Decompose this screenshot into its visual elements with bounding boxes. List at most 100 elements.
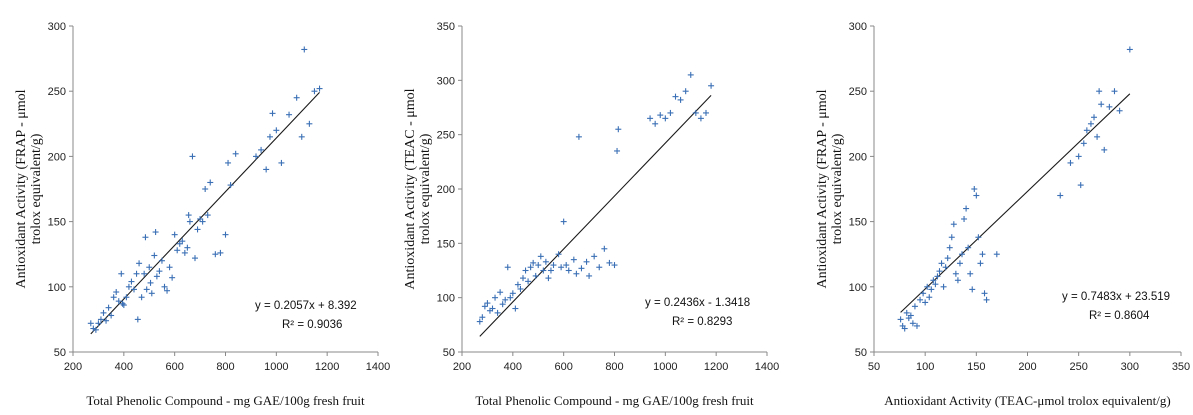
chart-2-y-tick-label: 350 xyxy=(437,21,455,33)
chart-3-data-point xyxy=(920,290,927,297)
chart-3-data-point xyxy=(1106,103,1113,110)
chart-3-data-point xyxy=(1087,120,1094,127)
chart-3-x-tick-label: 150 xyxy=(967,361,985,373)
chart-1-x-axis-label: Total Phenolic Compound - mg GAE/100g fr… xyxy=(86,393,365,408)
chart-1-data-point xyxy=(222,231,229,238)
chart-1-data-point xyxy=(232,150,239,157)
chart-2-data-point xyxy=(677,96,684,103)
chart-1-data-point xyxy=(217,249,224,256)
chart-3-data-point xyxy=(963,205,970,212)
chart-1-data-point xyxy=(128,278,135,285)
chart-3-data-point xyxy=(948,234,955,241)
chart-1-data-point xyxy=(105,304,112,311)
chart-3-data-point xyxy=(938,260,945,267)
chart-3-data-point xyxy=(1091,114,1098,121)
chart-1-data-point xyxy=(273,127,280,134)
chart-3-x-tick-label: 350 xyxy=(1172,361,1190,373)
chart-3-x-tick-label: 50 xyxy=(868,361,880,373)
chart-2-x-axis-label: Total Phenolic Compound - mg GAE/100g fr… xyxy=(475,393,754,408)
chart-1-y-tick-label: 200 xyxy=(48,151,66,163)
chart-1-data-point xyxy=(253,153,259,160)
chart-3-x-tick-label: 100 xyxy=(916,361,934,373)
chart-3-data-point xyxy=(1057,192,1064,199)
chart-1-r-squared: R² = 0.9036 xyxy=(282,319,342,331)
chart-3-data-point xyxy=(913,322,920,329)
chart-1-data-point xyxy=(136,260,143,267)
chart-3-svg: 50 100 150 200 250 300 50 100 150 200 250 300 350 Ant… xyxy=(815,21,1190,408)
chart-2-data-point xyxy=(601,245,608,252)
chart-3-x-tick-label: 300 xyxy=(1121,361,1139,373)
chart-2-data-point xyxy=(530,259,537,266)
chart-1-data-point xyxy=(202,186,209,192)
chart-2-data-point xyxy=(509,290,516,297)
chart-3-y-tick-label: 100 xyxy=(849,282,867,294)
chart-3-data-point xyxy=(1098,101,1105,108)
chart-1-data-point xyxy=(199,218,206,225)
chart-3-data-point xyxy=(993,251,1000,258)
chart-1-data-point xyxy=(161,283,168,290)
scatter-chart-frap-vs-teac: 50 100 150 200 250 300 50 100 150 200 250 300 350 Ant… xyxy=(796,0,1193,415)
chart-1-data-point xyxy=(108,312,115,319)
chart-2-data-point xyxy=(512,305,519,312)
chart-1-data-point xyxy=(171,231,178,238)
chart-1-data-point xyxy=(156,268,163,275)
chart-2-data-point xyxy=(522,267,529,274)
chart-2-data-point xyxy=(542,258,549,265)
chart-1-data-point xyxy=(179,238,186,245)
chart-1-data-point xyxy=(207,179,214,186)
chart-2-data-point xyxy=(484,300,491,307)
chart-2-data-point xyxy=(540,267,547,274)
chart-3-data-point xyxy=(1083,127,1090,134)
chart-1-data-point xyxy=(118,270,125,277)
chart-1-data-point xyxy=(134,316,141,323)
chart-1-data-point xyxy=(278,159,285,166)
chart-2-data-point xyxy=(517,285,524,292)
chart-1-svg: 50 100 150 200 250 300 200 400 600 800 1000 1200 140… xyxy=(14,21,390,408)
chart-2-data-point xyxy=(703,109,709,116)
chart-3-data-point xyxy=(965,244,972,251)
chart-1-data-point xyxy=(125,283,132,290)
chart-1-data-point xyxy=(152,229,159,236)
chart-3-data-point xyxy=(961,215,968,222)
chart-2-x-tick-label: 1400 xyxy=(755,361,779,373)
chart-3-data-point xyxy=(1111,88,1118,95)
chart-1-data-point xyxy=(185,212,192,219)
chart-2-y-tick-label: 100 xyxy=(437,293,455,305)
chart-3-x-tick-label: 200 xyxy=(1018,361,1036,373)
chart-1-data-point xyxy=(166,264,173,271)
chart-1-data-point xyxy=(142,234,149,241)
chart-3-data-point xyxy=(983,296,990,303)
chart-1-data-point xyxy=(306,120,313,127)
chart-3-data-point xyxy=(911,303,918,310)
chart-1-data-point xyxy=(146,264,153,271)
chart-2-x-tick-label: 400 xyxy=(504,361,522,373)
chart-2-data-point xyxy=(507,294,514,301)
chart-1-data-point xyxy=(151,252,158,259)
chart-3-data-point xyxy=(1077,182,1084,189)
chart-1-y-tick-label: 100 xyxy=(48,282,66,294)
chart-2-data-point xyxy=(692,109,699,116)
chart-2-data-point xyxy=(489,305,496,312)
chart-3-data-point xyxy=(926,294,933,301)
chart-3-data-point xyxy=(975,234,982,241)
chart-2-data-point xyxy=(672,93,679,100)
chart-3-data-point xyxy=(969,286,976,293)
chart-2-data-point xyxy=(573,270,580,277)
chart-2-data-point xyxy=(708,82,715,89)
chart-3-data-point xyxy=(934,273,941,280)
chart-3-data-point xyxy=(952,270,959,277)
chart-3-data-point xyxy=(897,316,904,323)
chart-3-data-point xyxy=(1075,153,1082,160)
chart-3-y-axis-label-line2: trolox equivalent/g) xyxy=(830,133,845,244)
chart-3-y-tick-label: 150 xyxy=(849,217,867,229)
chart-2-data-point xyxy=(492,294,499,301)
chart-2-x-tick-label: 200 xyxy=(453,361,471,373)
chart-1-data-point xyxy=(298,133,305,140)
chart-1-data-point xyxy=(186,218,193,225)
chart-1-x-tick-label: 200 xyxy=(64,361,82,373)
chart-1-x-tick-label: 600 xyxy=(165,361,183,373)
chart-1-data-point xyxy=(316,85,323,92)
chart-3-data-point xyxy=(907,312,914,319)
chart-3-data-point xyxy=(932,281,939,288)
chart-3-x-tick-label: 250 xyxy=(1069,361,1087,373)
